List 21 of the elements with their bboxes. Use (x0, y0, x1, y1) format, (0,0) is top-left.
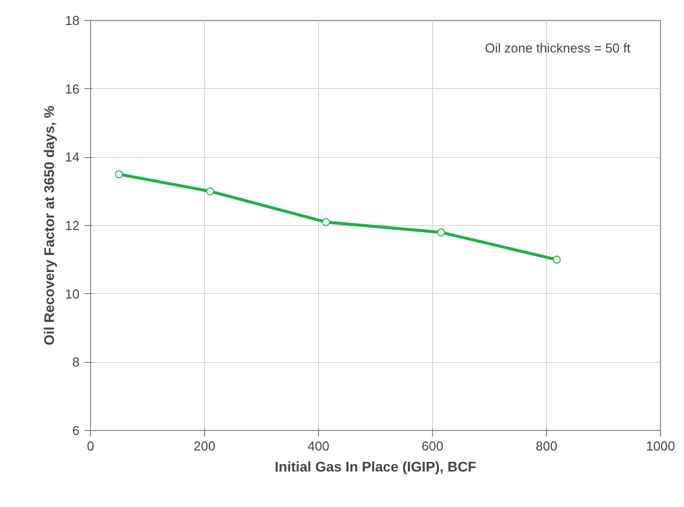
y-tick-label: 18 (65, 13, 80, 28)
x-tick-label: 1000 (646, 438, 675, 454)
x-tick-label: 600 (422, 438, 444, 454)
x-tick-label: 800 (536, 438, 558, 454)
y-tick-label: 16 (65, 81, 80, 96)
point (115, 170, 123, 178)
point (322, 218, 330, 226)
y-tick-label: 14 (65, 150, 80, 165)
x-tick-label: 200 (194, 438, 216, 454)
y-tick-label: 12 (65, 218, 80, 233)
y-tick-label: 6 (72, 423, 80, 438)
annotation: Oil zone thickness = 50 ft (484, 40, 631, 56)
y-tick-label: 10 (65, 286, 80, 302)
y-tick-label: 8 (72, 354, 80, 370)
point (437, 228, 446, 236)
point (552, 256, 561, 264)
x-tick-label: 0 (86, 438, 94, 454)
x-tick-label: 400 (308, 438, 330, 454)
y-axis-title: Oil Recovery Factor at 3650 days, % (41, 105, 58, 346)
x-axis-title: Initial Gas In Place (IGIP), BCF (274, 458, 477, 474)
point (206, 187, 214, 196)
